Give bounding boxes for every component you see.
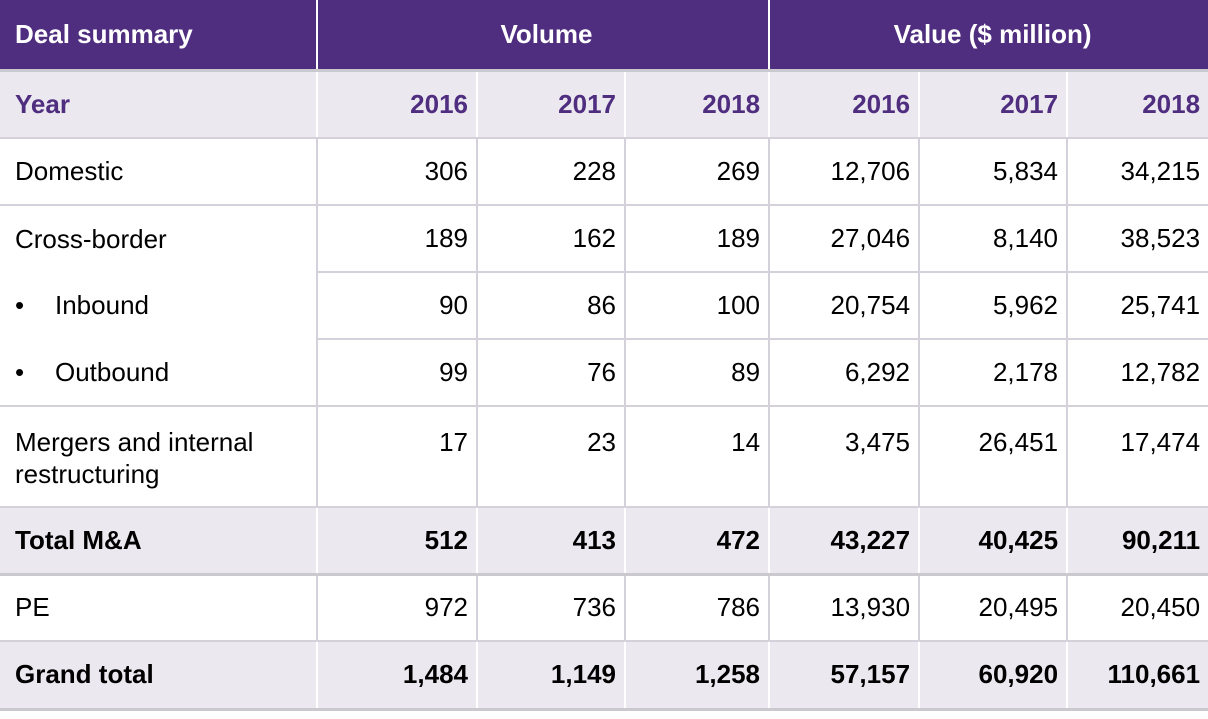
table-cell: 306	[317, 138, 478, 206]
table-cell: 20,495	[919, 574, 1069, 642]
year-cell: 2017	[919, 70, 1069, 139]
table-cell: 26,451	[919, 406, 1069, 508]
table-cell: 1,149	[477, 640, 626, 711]
row-label: PE	[0, 574, 318, 642]
year-row: Year 2016 2017 2018 2016 2017 2018	[0, 70, 1208, 139]
table-cell: 189	[625, 205, 771, 273]
value-header: Value ($ million)	[769, 0, 1208, 72]
table-cell: 110,661	[1067, 640, 1208, 711]
table-cell: 12,706	[769, 138, 921, 206]
table-cell: 269	[625, 138, 771, 206]
table-cell: 60,920	[919, 640, 1069, 711]
total-row: Total M&A 512 413 472 43,227 40,425 90,2…	[0, 506, 1208, 576]
year-cell: 2018	[1067, 70, 1208, 139]
table-row: PE 972 736 786 13,930 20,495 20,450	[0, 574, 1208, 642]
year-label: Year	[0, 70, 318, 139]
row-label-bullet: • Outbound	[0, 339, 318, 407]
row-label-bullet: • Inbound	[0, 272, 318, 339]
table-cell: 20,754	[769, 272, 921, 340]
grand-total-row: Grand total 1,484 1,149 1,258 57,157 60,…	[0, 640, 1208, 711]
table-cell: 14	[625, 406, 771, 508]
table-cell: 12,782	[1067, 339, 1208, 407]
table-cell: 972	[317, 574, 478, 642]
table-cell: 5,962	[919, 272, 1069, 340]
table-cell: 90,211	[1067, 506, 1208, 576]
deal-summary-header: Deal summary	[0, 0, 318, 72]
table-row: • Outbound 99 76 89 6,292 2,178 12,782	[0, 339, 1208, 407]
table-cell: 472	[625, 506, 771, 576]
table-cell: 76	[477, 339, 626, 407]
table-cell: 34,215	[1067, 138, 1208, 206]
table-cell: 162	[477, 205, 626, 273]
table-cell: 86	[477, 272, 626, 340]
row-label: Total M&A	[0, 506, 318, 576]
year-cell: 2016	[317, 70, 478, 139]
table-cell: 27,046	[769, 205, 921, 273]
table-cell: 40,425	[919, 506, 1069, 576]
table-cell: 5,834	[919, 138, 1069, 206]
table-cell: 17	[317, 406, 478, 508]
table-cell: 25,741	[1067, 272, 1208, 340]
table-cell: 90	[317, 272, 478, 340]
table-cell: 1,484	[317, 640, 478, 711]
table-cell: 17,474	[1067, 406, 1208, 508]
bullet: •	[15, 290, 25, 320]
header-row: Deal summary Volume Value ($ million)	[0, 0, 1208, 72]
row-label: Outbound	[55, 356, 170, 387]
table-cell: 413	[477, 506, 626, 576]
row-label: Cross-border	[0, 205, 318, 272]
table-cell: 100	[625, 272, 771, 340]
table-row: • Inbound 90 86 100 20,754 5,962 25,741	[0, 272, 1208, 340]
table-cell: 20,450	[1067, 574, 1208, 642]
bullet: •	[15, 356, 25, 387]
table-cell: 2,178	[919, 339, 1069, 407]
table-cell: 512	[317, 506, 478, 576]
table-cell: 23	[477, 406, 626, 508]
year-cell: 2016	[769, 70, 921, 139]
year-cell: 2018	[625, 70, 771, 139]
table-cell: 3,475	[769, 406, 921, 508]
table-cell: 89	[625, 339, 771, 407]
table-row: Cross-border 189 162 189 27,046 8,140 38…	[0, 205, 1208, 273]
table-cell: 6,292	[769, 339, 921, 407]
table-cell: 38,523	[1067, 205, 1208, 273]
row-label: Grand total	[0, 640, 318, 711]
row-label: Inbound	[55, 290, 149, 320]
table-cell: 13,930	[769, 574, 921, 642]
volume-header: Volume	[317, 0, 771, 72]
table-row: Mergers and internal restructuring 17 23…	[0, 406, 1208, 508]
table-cell: 228	[477, 138, 626, 206]
table-cell: 8,140	[919, 205, 1069, 273]
table-cell: 189	[317, 205, 478, 273]
table-cell: 1,258	[625, 640, 771, 711]
table-cell: 736	[477, 574, 626, 642]
row-label: Mergers and internal restructuring	[0, 406, 318, 508]
table-cell: 99	[317, 339, 478, 407]
year-cell: 2017	[477, 70, 626, 139]
table-cell: 786	[625, 574, 771, 642]
row-label: Domestic	[0, 138, 318, 206]
table-cell: 43,227	[769, 506, 921, 576]
table-row: Domestic 306 228 269 12,706 5,834 34,215	[0, 138, 1208, 206]
table-cell: 57,157	[769, 640, 921, 711]
